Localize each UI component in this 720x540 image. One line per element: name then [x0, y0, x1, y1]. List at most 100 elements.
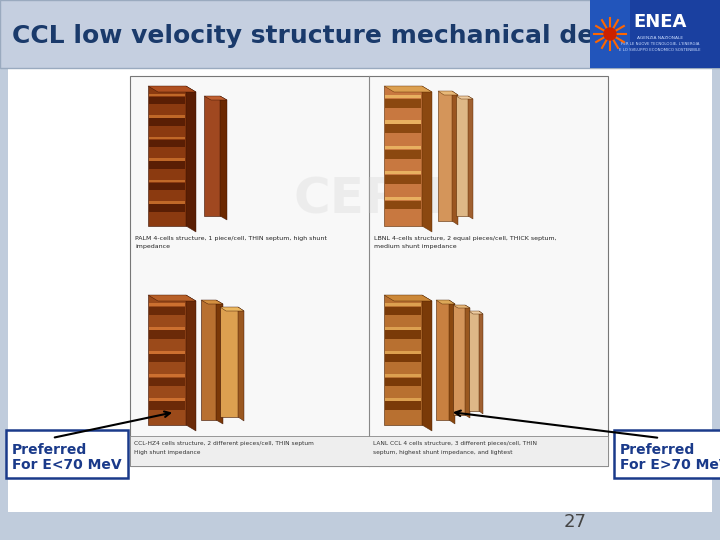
FancyBboxPatch shape [148, 295, 186, 425]
FancyBboxPatch shape [385, 171, 421, 174]
Polygon shape [384, 86, 432, 92]
Polygon shape [186, 295, 196, 431]
Text: septum, highest shunt impedance, and lightest: septum, highest shunt impedance, and lig… [373, 450, 513, 455]
FancyBboxPatch shape [385, 350, 421, 354]
FancyBboxPatch shape [149, 350, 185, 354]
FancyBboxPatch shape [385, 307, 421, 315]
Polygon shape [438, 91, 458, 95]
FancyBboxPatch shape [6, 430, 128, 478]
Text: LANL CCL 4 cells structure, 3 different pieces/cell, THIN: LANL CCL 4 cells structure, 3 different … [373, 441, 537, 446]
Text: Preferred: Preferred [12, 443, 87, 457]
Text: medium shunt impedance: medium shunt impedance [374, 244, 456, 249]
FancyBboxPatch shape [149, 354, 185, 362]
Polygon shape [469, 311, 483, 314]
FancyBboxPatch shape [149, 140, 185, 147]
FancyBboxPatch shape [385, 197, 421, 200]
FancyBboxPatch shape [456, 96, 468, 216]
FancyBboxPatch shape [385, 146, 421, 149]
Polygon shape [479, 311, 483, 414]
FancyBboxPatch shape [149, 201, 185, 204]
Text: For E<70 MeV: For E<70 MeV [12, 458, 122, 472]
FancyBboxPatch shape [149, 183, 185, 191]
Text: High shunt impedance: High shunt impedance [134, 450, 200, 455]
FancyBboxPatch shape [385, 120, 421, 124]
FancyBboxPatch shape [385, 377, 421, 386]
FancyBboxPatch shape [385, 330, 421, 339]
Polygon shape [216, 300, 223, 424]
Polygon shape [456, 96, 473, 99]
Text: Preferred: Preferred [620, 443, 696, 457]
FancyBboxPatch shape [385, 327, 421, 330]
FancyBboxPatch shape [149, 327, 185, 330]
FancyBboxPatch shape [149, 180, 185, 183]
FancyBboxPatch shape [149, 303, 185, 306]
Polygon shape [449, 300, 455, 424]
Text: For E>70 MeV: For E>70 MeV [620, 458, 720, 472]
FancyBboxPatch shape [385, 354, 421, 362]
Polygon shape [148, 86, 196, 92]
Polygon shape [186, 86, 196, 232]
FancyBboxPatch shape [385, 99, 421, 107]
FancyBboxPatch shape [201, 300, 216, 420]
FancyBboxPatch shape [149, 137, 185, 139]
Polygon shape [452, 91, 458, 225]
Text: E LO SVILUPPO ECONOMICO SOSTENIBILE: E LO SVILUPPO ECONOMICO SOSTENIBILE [619, 48, 701, 52]
Polygon shape [238, 307, 244, 421]
FancyBboxPatch shape [438, 91, 452, 221]
Polygon shape [201, 300, 223, 304]
FancyBboxPatch shape [204, 96, 220, 216]
FancyBboxPatch shape [0, 0, 720, 68]
FancyBboxPatch shape [149, 161, 185, 169]
Polygon shape [422, 295, 432, 431]
FancyBboxPatch shape [630, 0, 720, 68]
Polygon shape [422, 86, 432, 232]
Text: PER LE NUOVE TECNOLOGIE, L'ENERGIA: PER LE NUOVE TECNOLOGIE, L'ENERGIA [621, 42, 699, 46]
FancyBboxPatch shape [149, 401, 185, 410]
Polygon shape [436, 300, 455, 304]
FancyBboxPatch shape [384, 86, 422, 226]
FancyBboxPatch shape [590, 0, 720, 68]
FancyBboxPatch shape [436, 300, 449, 420]
Polygon shape [468, 96, 473, 219]
FancyBboxPatch shape [384, 295, 422, 425]
FancyBboxPatch shape [149, 377, 185, 386]
FancyBboxPatch shape [385, 398, 421, 401]
Polygon shape [148, 295, 196, 301]
FancyBboxPatch shape [385, 200, 421, 210]
FancyBboxPatch shape [385, 303, 421, 306]
FancyBboxPatch shape [149, 97, 185, 104]
Text: CCL low velocity structure mechanical design: CCL low velocity structure mechanical de… [12, 24, 653, 48]
Polygon shape [465, 305, 470, 418]
FancyBboxPatch shape [149, 115, 185, 118]
FancyBboxPatch shape [8, 68, 712, 512]
FancyBboxPatch shape [385, 401, 421, 410]
Text: CCL-HZ4 cells structure, 2 different pieces/cell, THIN septum: CCL-HZ4 cells structure, 2 different pie… [134, 441, 314, 446]
FancyBboxPatch shape [149, 398, 185, 401]
Text: AGENZIA NAZIONALE: AGENZIA NAZIONALE [637, 36, 683, 40]
Polygon shape [453, 305, 470, 308]
FancyBboxPatch shape [130, 76, 608, 466]
Polygon shape [384, 295, 432, 301]
FancyBboxPatch shape [149, 93, 185, 96]
FancyBboxPatch shape [385, 374, 421, 377]
FancyBboxPatch shape [149, 307, 185, 315]
Text: PALM 4-cells structure, 1 piece/cell, THIN septum, high shunt: PALM 4-cells structure, 1 piece/cell, TH… [135, 236, 327, 241]
FancyBboxPatch shape [149, 205, 185, 212]
FancyBboxPatch shape [453, 305, 465, 415]
FancyBboxPatch shape [385, 124, 421, 133]
FancyBboxPatch shape [469, 311, 479, 411]
FancyBboxPatch shape [130, 436, 608, 466]
Polygon shape [204, 96, 227, 100]
FancyBboxPatch shape [385, 175, 421, 184]
FancyBboxPatch shape [149, 118, 185, 126]
Text: impedance: impedance [135, 244, 170, 249]
Text: 27: 27 [564, 513, 587, 531]
FancyBboxPatch shape [385, 95, 421, 98]
Polygon shape [220, 307, 244, 311]
FancyBboxPatch shape [149, 374, 185, 377]
Text: ENEA: ENEA [634, 13, 687, 31]
FancyBboxPatch shape [220, 307, 238, 417]
Text: LBNL 4-cells structure, 2 equal pieces/cell, THICK septum,: LBNL 4-cells structure, 2 equal pieces/c… [374, 236, 557, 241]
FancyBboxPatch shape [148, 86, 186, 226]
FancyBboxPatch shape [385, 150, 421, 159]
